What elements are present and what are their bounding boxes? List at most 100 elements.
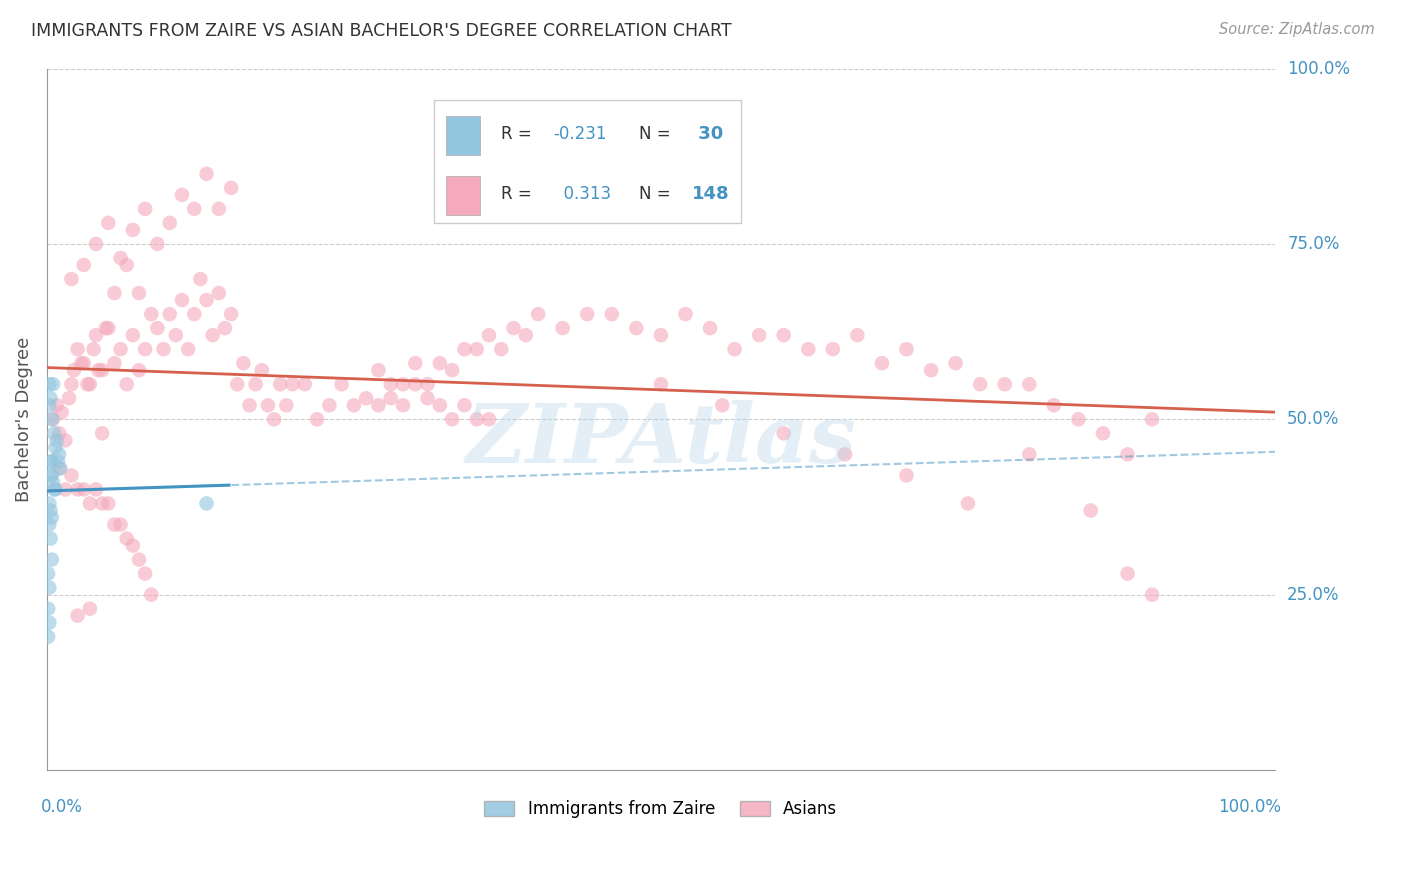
Point — [91, 363, 114, 377]
Point — [945, 356, 967, 370]
Point — [441, 412, 464, 426]
Point — [1140, 588, 1163, 602]
Point — [491, 342, 513, 356]
Point — [103, 356, 125, 370]
Point — [232, 356, 254, 370]
Point — [896, 468, 918, 483]
Point — [70, 356, 93, 370]
Point — [110, 251, 132, 265]
Point — [60, 272, 83, 286]
Point — [110, 517, 132, 532]
Point — [128, 286, 150, 301]
Point — [576, 307, 599, 321]
Point — [159, 216, 181, 230]
Point — [37, 630, 59, 644]
Point — [392, 377, 415, 392]
Point — [84, 328, 107, 343]
Point — [37, 601, 59, 615]
Point — [238, 398, 260, 412]
FancyBboxPatch shape — [446, 116, 481, 154]
Point — [170, 293, 193, 307]
Point — [39, 503, 62, 517]
Text: 30: 30 — [692, 125, 723, 143]
Y-axis label: Bachelor's Degree: Bachelor's Degree — [15, 336, 32, 502]
Point — [177, 342, 200, 356]
Point — [465, 342, 488, 356]
Point — [91, 496, 114, 510]
Point — [115, 377, 138, 392]
Point — [42, 377, 65, 392]
Point — [41, 454, 63, 468]
Point — [38, 398, 60, 412]
Text: 50.0%: 50.0% — [1288, 410, 1340, 428]
Point — [465, 412, 488, 426]
Point — [920, 363, 942, 377]
Point — [896, 342, 918, 356]
Point — [263, 412, 285, 426]
Point — [42, 475, 65, 490]
Point — [183, 307, 205, 321]
Point — [165, 328, 187, 343]
Point — [84, 483, 107, 497]
Point — [699, 321, 721, 335]
Point — [429, 398, 451, 412]
Point — [38, 517, 60, 532]
Text: Source: ZipAtlas.com: Source: ZipAtlas.com — [1219, 22, 1375, 37]
Point — [39, 391, 62, 405]
Point — [48, 426, 70, 441]
Point — [195, 496, 218, 510]
Point — [141, 307, 163, 321]
Point — [45, 434, 67, 448]
Point — [66, 608, 89, 623]
Point — [392, 398, 415, 412]
Point — [834, 447, 856, 461]
Point — [76, 377, 98, 392]
Point — [49, 461, 72, 475]
Point — [956, 496, 979, 510]
Point — [478, 412, 501, 426]
Point — [53, 483, 76, 497]
Point — [994, 377, 1017, 392]
Point — [94, 321, 117, 335]
Point — [214, 321, 236, 335]
Point — [103, 517, 125, 532]
Point — [478, 328, 501, 343]
Point — [453, 342, 475, 356]
Point — [60, 468, 83, 483]
Point — [969, 377, 991, 392]
Point — [269, 377, 291, 392]
Point — [551, 321, 574, 335]
Point — [367, 363, 389, 377]
Point — [38, 496, 60, 510]
Point — [195, 167, 218, 181]
Point — [772, 328, 794, 343]
Point — [60, 377, 83, 392]
Point — [44, 483, 66, 497]
Point — [41, 510, 63, 524]
Point — [87, 363, 110, 377]
Point — [103, 286, 125, 301]
Point — [318, 398, 340, 412]
Point — [208, 202, 231, 216]
Point — [39, 468, 62, 483]
Point — [294, 377, 316, 392]
Point — [44, 426, 66, 441]
Point — [307, 412, 329, 426]
Point — [380, 391, 402, 405]
Point — [38, 615, 60, 630]
Point — [772, 426, 794, 441]
Point — [183, 202, 205, 216]
Point — [38, 377, 60, 392]
Point — [134, 202, 156, 216]
Point — [83, 342, 105, 356]
Point — [115, 532, 138, 546]
Point — [502, 321, 524, 335]
Point — [110, 342, 132, 356]
Text: 100.0%: 100.0% — [1218, 798, 1281, 816]
Point — [128, 552, 150, 566]
Text: N =: N = — [638, 185, 676, 202]
Point — [1080, 503, 1102, 517]
Point — [170, 187, 193, 202]
Point — [1091, 426, 1114, 441]
Point — [600, 307, 623, 321]
